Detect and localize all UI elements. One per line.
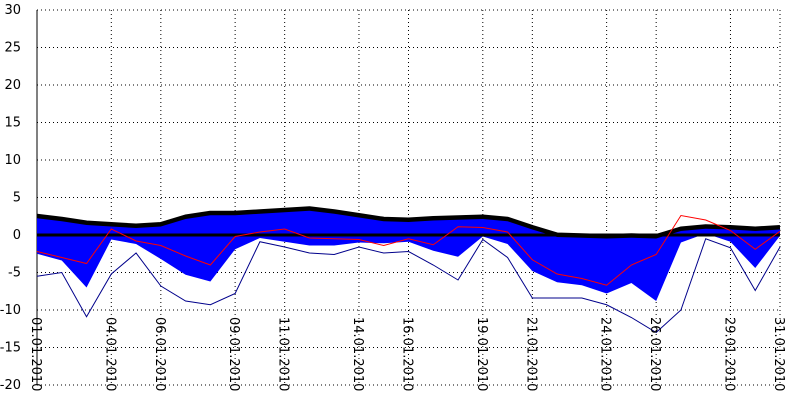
x-tick-label: 29.01.2010 [721, 317, 736, 391]
y-tick-label: 25 [4, 41, 21, 56]
x-tick-label: 06.01.2010 [152, 317, 167, 391]
y-tick-label: -20 [0, 378, 21, 393]
y-tick-label: 15 [4, 116, 21, 131]
y-tick-label: -10 [0, 303, 21, 318]
y-tick-label: -5 [8, 266, 21, 281]
navy-series-line [36, 238, 781, 334]
x-tick-label: 19.01.2010 [474, 317, 489, 391]
x-tick-label: 01.01.2010 [28, 317, 43, 391]
y-tick-label: 20 [4, 78, 21, 93]
x-tick-label: 09.01.2010 [226, 317, 241, 391]
x-tick-label: 14.01.2010 [350, 317, 365, 391]
y-tick-label: -15 [0, 341, 21, 356]
grid [36, 9, 781, 386]
x-tick-label: 04.01.2010 [102, 317, 117, 391]
x-tick-label: 11.01.2010 [276, 317, 291, 391]
band-area [37, 210, 780, 301]
y-tick-label: 10 [4, 153, 21, 168]
x-tick-label: 21.01.2010 [523, 317, 538, 391]
y-tick-label: 5 [13, 191, 21, 206]
line-layer [36, 214, 781, 334]
x-tick-label: 31.01.2010 [771, 317, 786, 391]
red-series-line [36, 214, 781, 286]
x-tick-label: 16.01.2010 [400, 317, 415, 391]
y-tick-label: 0 [13, 228, 21, 243]
x-tick-label: 24.01.2010 [598, 317, 613, 391]
x-tick-label: 26.01.2010 [647, 317, 662, 391]
y-axis-ticks: 30 25 20 15 10 5 0 -5 -10 -15 -20 [0, 3, 21, 393]
x-axis-ticks: 01.01.2010 04.01.2010 06.01.2010 09.01.2010… [28, 317, 786, 391]
y-tick-label: 30 [4, 3, 21, 18]
